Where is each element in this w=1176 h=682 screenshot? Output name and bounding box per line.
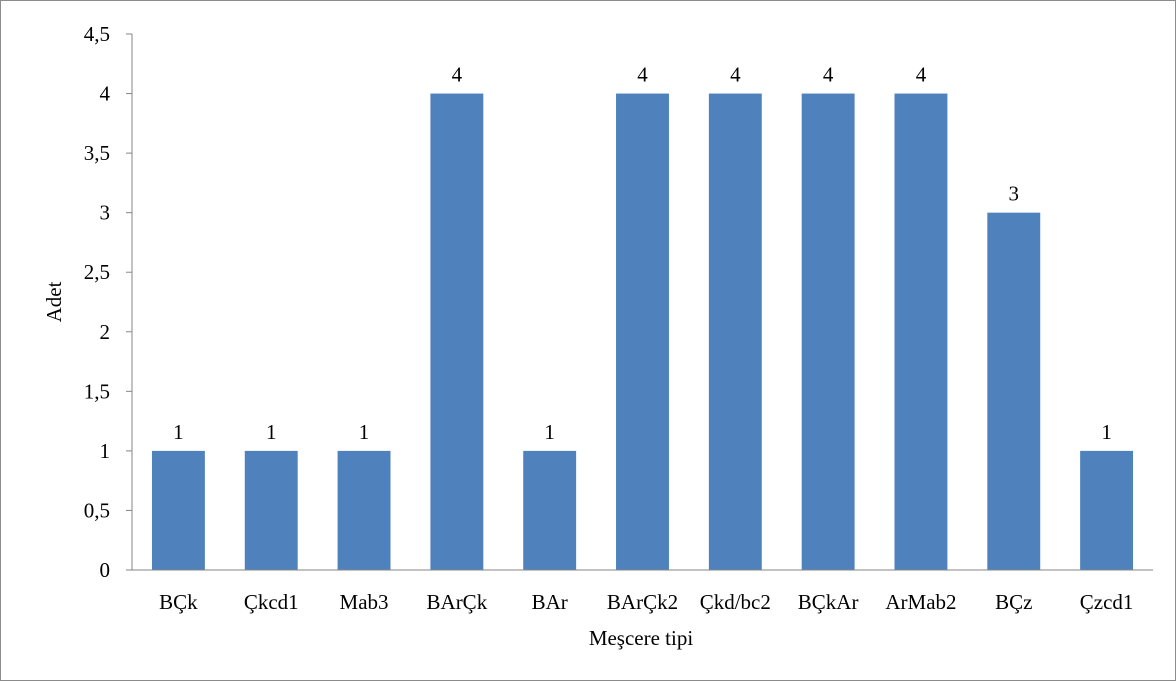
data-label: 4 [637,63,648,87]
y-tick-label: 1 [100,439,111,463]
y-tick-label: 2,5 [84,260,110,284]
data-label: 1 [266,420,277,444]
y-axis-ticks: 0 0,5 1 1,5 2 2,5 3 3,5 4 4,5 [84,22,132,582]
x-axis-title: Meşcere tipi [589,626,694,650]
bar-4 [430,93,484,571]
x-category-label: Çkd/bc2 [700,590,771,614]
y-tick-label: 0,5 [84,498,110,522]
bar-10 [987,212,1041,570]
bar-2 [244,450,298,570]
data-label: 4 [823,63,834,87]
bar-1 [151,450,205,570]
y-tick-label: 3,5 [84,141,110,165]
data-label: 1 [173,420,184,444]
bar-9 [894,93,948,571]
data-label: 4 [730,63,741,87]
x-category-label: Çzcd1 [1080,590,1134,614]
y-tick-label: 0 [100,558,111,582]
y-tick-label: 3 [100,201,111,225]
data-label: 4 [452,63,463,87]
data-label: 4 [916,63,927,87]
data-labels: 1 1 1 4 1 4 4 4 4 3 1 [173,63,1112,444]
x-category-label: BArÇk [427,590,488,614]
data-label: 3 [1009,182,1020,206]
data-label: 1 [1101,420,1112,444]
y-axis-title: Adet [42,281,66,322]
x-axis-labels: BÇk Çkcd1 Mab3 BArÇk BAr BArÇk2 Çkd/bc2 BÇkAr Ar… [159,590,1133,614]
x-category-label: BÇz [995,590,1032,614]
x-category-label: Mab3 [340,590,389,614]
y-tick-label: 4,5 [84,22,110,46]
x-category-label: BArÇk2 [607,590,678,614]
x-category-label: ArMab2 [885,590,956,614]
bar-8 [801,93,855,571]
axes [131,34,1153,571]
x-category-label: Çkcd1 [244,590,299,614]
bar-5 [523,450,577,570]
data-label: 1 [359,420,370,444]
bar-3 [337,450,391,570]
bars [151,93,1134,571]
y-tick-label: 4 [100,82,111,106]
y-tick-label: 2 [100,320,111,344]
data-label: 1 [544,420,555,444]
bar-6 [616,93,669,571]
x-category-label: BAr [532,590,568,614]
x-category-label: BÇkAr [798,590,859,614]
bar-11 [1080,450,1134,570]
x-category-label: BÇk [159,590,198,614]
bar-7 [708,93,762,571]
y-tick-label: 1,5 [84,379,110,403]
